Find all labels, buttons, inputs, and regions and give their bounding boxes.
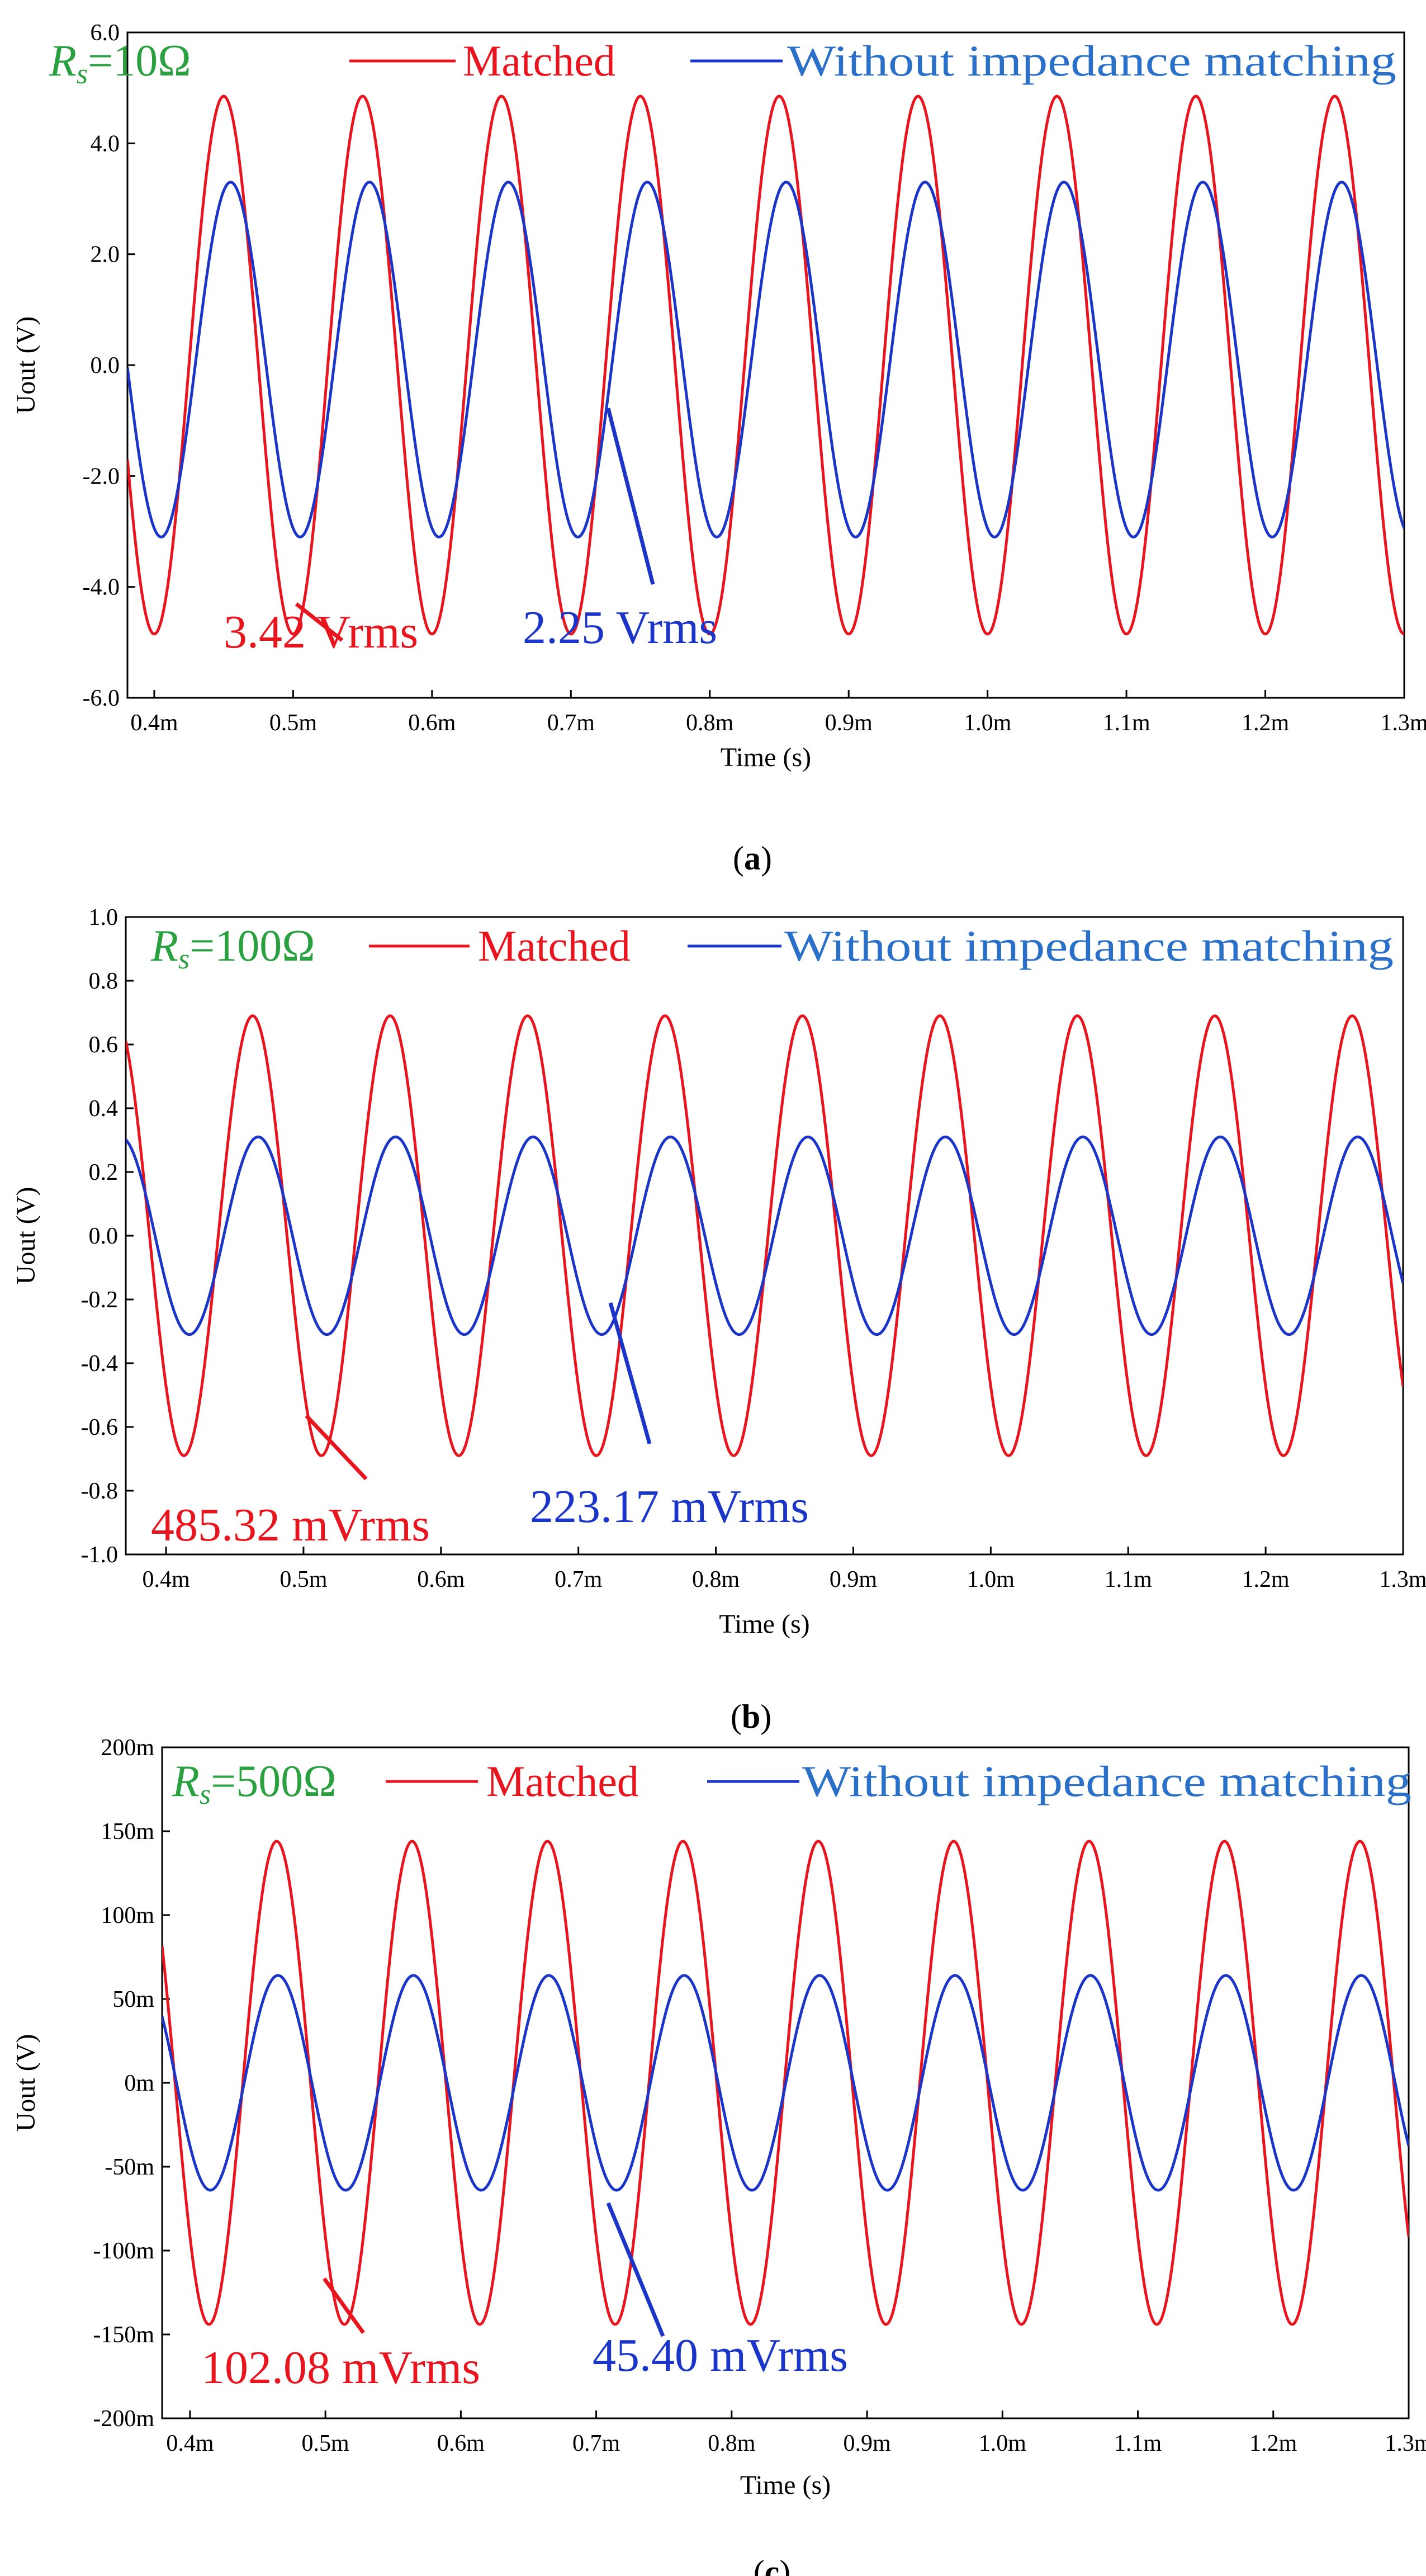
x-axis-label: Time (s) <box>719 1609 809 1639</box>
y-tick-label: 0.2 <box>89 1160 119 1185</box>
x-tick-label: 0.9m <box>843 2431 891 2456</box>
y-tick-label: 150m <box>101 1819 154 1845</box>
series-unmatched-line <box>162 1974 1409 2192</box>
y-axis-label: Uout (V) <box>11 1187 41 1285</box>
panel-label: (c) <box>754 2554 791 2576</box>
rms-matched-label: 102.08 mVrms <box>201 2342 480 2394</box>
chart-panel-c: 200m 150m 100m 50m 0m -50m -100m -150m -200m 0.4m… <box>11 1735 1426 2576</box>
x-tick-label: 0.7m <box>547 710 595 736</box>
y-tick-label: 0.6 <box>89 1032 119 1058</box>
y-tick-label: -2.0 <box>83 464 120 489</box>
rms-unmatched-label: 223.17 mVrms <box>530 1481 809 1533</box>
panel-label: (a) <box>733 840 772 877</box>
legend-unmatched-label: Without impedance matching <box>787 36 1396 85</box>
chart-panel-a: 6.0 4.0 2.0 0.0 -2.0 -4.0 -6.0 0.4m 0.5m 0.6m 0.7m… <box>11 20 1426 877</box>
y-axis-label: Uout (V) <box>11 2034 41 2132</box>
x-axis-label: Time (s) <box>721 743 811 772</box>
rms-matched-pointer <box>305 1414 368 1481</box>
legend-matched-label: Matched <box>486 1757 639 1805</box>
x-tick-label: 1.3m <box>1379 1567 1426 1592</box>
y-tick-label: 4.0 <box>91 131 120 157</box>
x-tick-label: 0.8m <box>692 1567 740 1592</box>
x-tick-label: 0.4m <box>166 2431 214 2456</box>
x-tick-label: 0.9m <box>830 1567 878 1592</box>
x-tick-label: 1.0m <box>979 2431 1027 2456</box>
x-tick-label: 1.2m <box>1242 1567 1290 1592</box>
series-matched-line <box>127 94 1404 636</box>
y-tick-label: -6.0 <box>83 686 120 711</box>
rms-unmatched-pointer <box>606 2202 665 2337</box>
y-tick-label: 0.0 <box>91 353 120 379</box>
rms-matched-pointer <box>323 2277 365 2334</box>
rms-matched-label: 485.32 mVrms <box>151 1499 430 1551</box>
legend-unmatched-label: Without impedance matching <box>784 921 1394 970</box>
x-tick-label: 0.8m <box>708 2431 756 2456</box>
y-tick-label: -150m <box>93 2322 154 2348</box>
plot-area <box>125 916 1404 1556</box>
rms-unmatched-label: 2.25 Vrms <box>523 602 717 654</box>
y-tick-label: -200m <box>93 2406 154 2432</box>
x-tick-label: 0.9m <box>825 710 873 736</box>
y-tick-label: 0.8 <box>89 968 119 994</box>
plot-area <box>126 31 1405 699</box>
x-tick-label: 0.7m <box>572 2431 620 2456</box>
x-tick-label: 1.3m <box>1385 2431 1426 2456</box>
y-tick-label: 0m <box>124 2071 154 2096</box>
rms-unmatched-label: 45.40 mVrms <box>593 2329 848 2381</box>
x-tick-label: 0.8m <box>686 710 734 736</box>
y-tick-label: 200m <box>101 1735 154 1761</box>
panel-label: (b) <box>731 1698 771 1735</box>
y-tick-label: 2.0 <box>91 242 120 268</box>
y-tick-label: -0.6 <box>81 1415 119 1440</box>
x-tick-label: 0.5m <box>269 710 318 736</box>
rms-matched-label: 3.42 Vrms <box>224 606 418 658</box>
rs-label: Rs=10Ω <box>49 36 191 90</box>
x-tick-label: 1.2m <box>1249 2431 1297 2456</box>
legend-unmatched-label: Without impedance matching <box>802 1757 1411 1805</box>
x-tick-label: 0.6m <box>417 1567 465 1592</box>
legend-matched-label: Matched <box>478 921 631 970</box>
x-tick-label: 1.0m <box>964 710 1012 736</box>
rms-matched-pointer <box>295 602 344 642</box>
series-matched-line <box>162 1840 1409 2326</box>
y-tick-label: 1.0 <box>89 905 119 930</box>
rms-unmatched-pointer <box>608 1302 652 1444</box>
y-tick-label: 50m <box>112 1987 154 2012</box>
y-tick-label: -1.0 <box>81 1542 119 1568</box>
y-tick-label: 100m <box>101 1903 154 1929</box>
x-tick-label: 1.3m <box>1380 710 1426 736</box>
rs-label: Rs=500Ω <box>172 1757 337 1811</box>
series-unmatched-line <box>126 1135 1403 1336</box>
series-unmatched-line <box>127 181 1404 538</box>
x-tick-label: 0.5m <box>302 2431 350 2456</box>
x-tick-label: 1.1m <box>1114 2431 1162 2456</box>
x-tick-label: 0.4m <box>142 1567 190 1592</box>
y-tick-label: -0.4 <box>81 1351 119 1377</box>
x-tick-label: 0.7m <box>555 1567 603 1592</box>
x-tick-label: 1.2m <box>1242 710 1290 736</box>
y-tick-label: -0.8 <box>81 1478 119 1504</box>
x-tick-label: 1.1m <box>1105 1567 1153 1592</box>
y-tick-label: 6.0 <box>91 20 120 46</box>
series-matched-line <box>126 1014 1403 1457</box>
y-tick-label: -0.2 <box>81 1287 119 1313</box>
x-tick-label: 0.5m <box>279 1567 328 1592</box>
y-tick-label: -100m <box>93 2238 154 2264</box>
y-tick-label: 0.0 <box>89 1223 119 1249</box>
x-tick-label: 0.6m <box>437 2431 485 2456</box>
x-tick-label: 1.1m <box>1103 710 1151 736</box>
x-tick-label: 0.4m <box>130 710 178 736</box>
legend-matched-label: Matched <box>463 36 615 85</box>
y-tick-label: -4.0 <box>83 575 120 601</box>
rms-unmatched-pointer <box>606 408 655 585</box>
y-tick-label: -50m <box>105 2154 154 2180</box>
rs-label: Rs=100Ω <box>150 921 315 975</box>
y-axis-label: Uout (V) <box>11 316 41 414</box>
x-tick-label: 0.6m <box>408 710 456 736</box>
x-tick-label: 1.0m <box>967 1567 1015 1592</box>
y-tick-label: 0.4 <box>89 1096 119 1122</box>
chart-panel-b: 1.0 0.8 0.6 0.4 0.2 0.0 -0.2 -0.4 -0.6 -0.8 -1.0 0.… <box>11 905 1426 1735</box>
x-axis-label: Time (s) <box>740 2470 831 2500</box>
